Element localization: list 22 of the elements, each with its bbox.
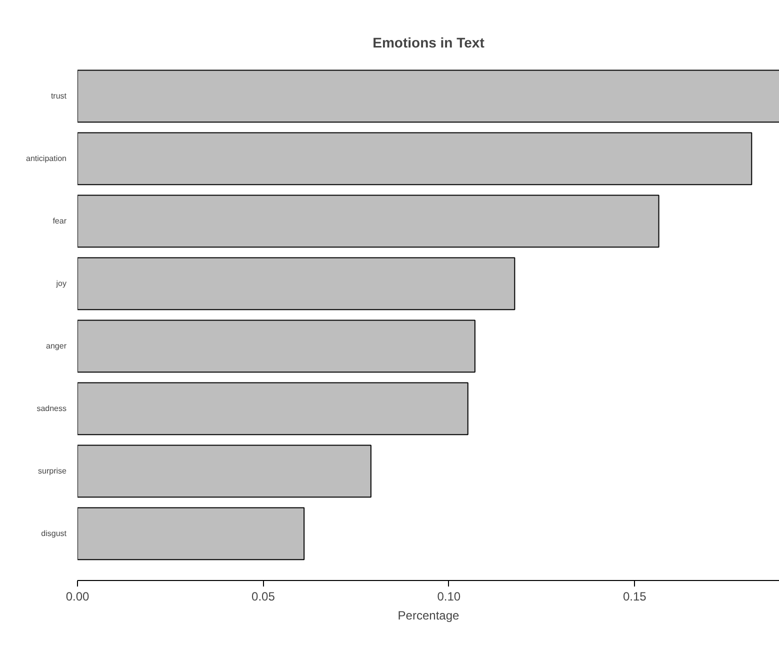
x-tick-label: 0.00	[66, 590, 90, 604]
x-tick-label: 0.10	[437, 590, 461, 604]
y-tick-label: sadness	[36, 404, 66, 414]
bar	[78, 257, 516, 310]
chart-title: Emotions in Text	[372, 34, 485, 50]
y-tick-label: fear	[52, 216, 67, 226]
bar	[78, 194, 660, 248]
bar	[78, 507, 305, 560]
x-axis-title: Percentage	[398, 608, 460, 622]
y-tick-label: disgust	[41, 529, 68, 538]
bar	[78, 444, 372, 498]
bar	[78, 70, 779, 123]
x-tick-label: 0.05	[252, 590, 276, 604]
y-tick-label: surprise	[38, 466, 68, 476]
y-tick-label: joy	[55, 279, 67, 288]
x-tick-label: 0.15	[622, 590, 647, 604]
bar	[78, 320, 476, 373]
y-tick-label: anticipation	[26, 154, 67, 164]
y-tick-label: anger	[46, 342, 67, 351]
y-tick-label: trust	[50, 92, 68, 101]
bar	[78, 382, 468, 436]
bar	[78, 132, 752, 186]
